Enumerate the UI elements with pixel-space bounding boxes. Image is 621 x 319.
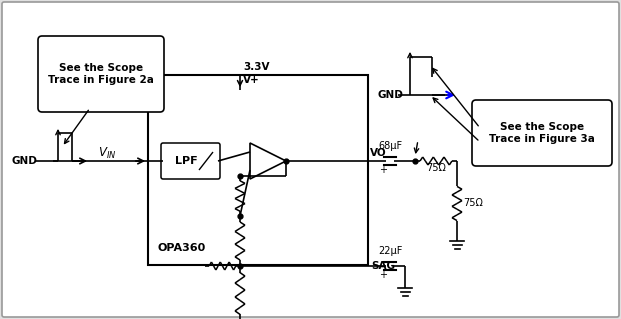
Text: $V_{IN}$: $V_{IN}$ [98, 146, 116, 161]
Text: 75Ω: 75Ω [426, 163, 446, 173]
Text: +: + [379, 270, 387, 280]
Text: 68µF: 68µF [378, 141, 402, 151]
FancyBboxPatch shape [472, 100, 612, 166]
Text: VO: VO [370, 148, 387, 158]
Text: SAG: SAG [371, 261, 395, 271]
Text: 75Ω: 75Ω [463, 198, 483, 208]
Text: GND: GND [378, 90, 404, 100]
Text: 22µF: 22µF [378, 246, 402, 256]
Bar [148, 75, 368, 265]
Text: See the Scope
Trace in Figure 3a: See the Scope Trace in Figure 3a [489, 122, 595, 144]
Text: See the Scope
Trace in Figure 2a: See the Scope Trace in Figure 2a [48, 63, 154, 85]
Text: GND: GND [12, 156, 38, 166]
Text: V+: V+ [243, 75, 260, 85]
Text: LPF: LPF [175, 156, 198, 166]
FancyBboxPatch shape [161, 143, 220, 179]
Text: 3.3V: 3.3V [243, 62, 270, 72]
FancyBboxPatch shape [38, 36, 164, 112]
Text: +: + [379, 165, 387, 175]
Text: OPA360: OPA360 [158, 243, 206, 253]
